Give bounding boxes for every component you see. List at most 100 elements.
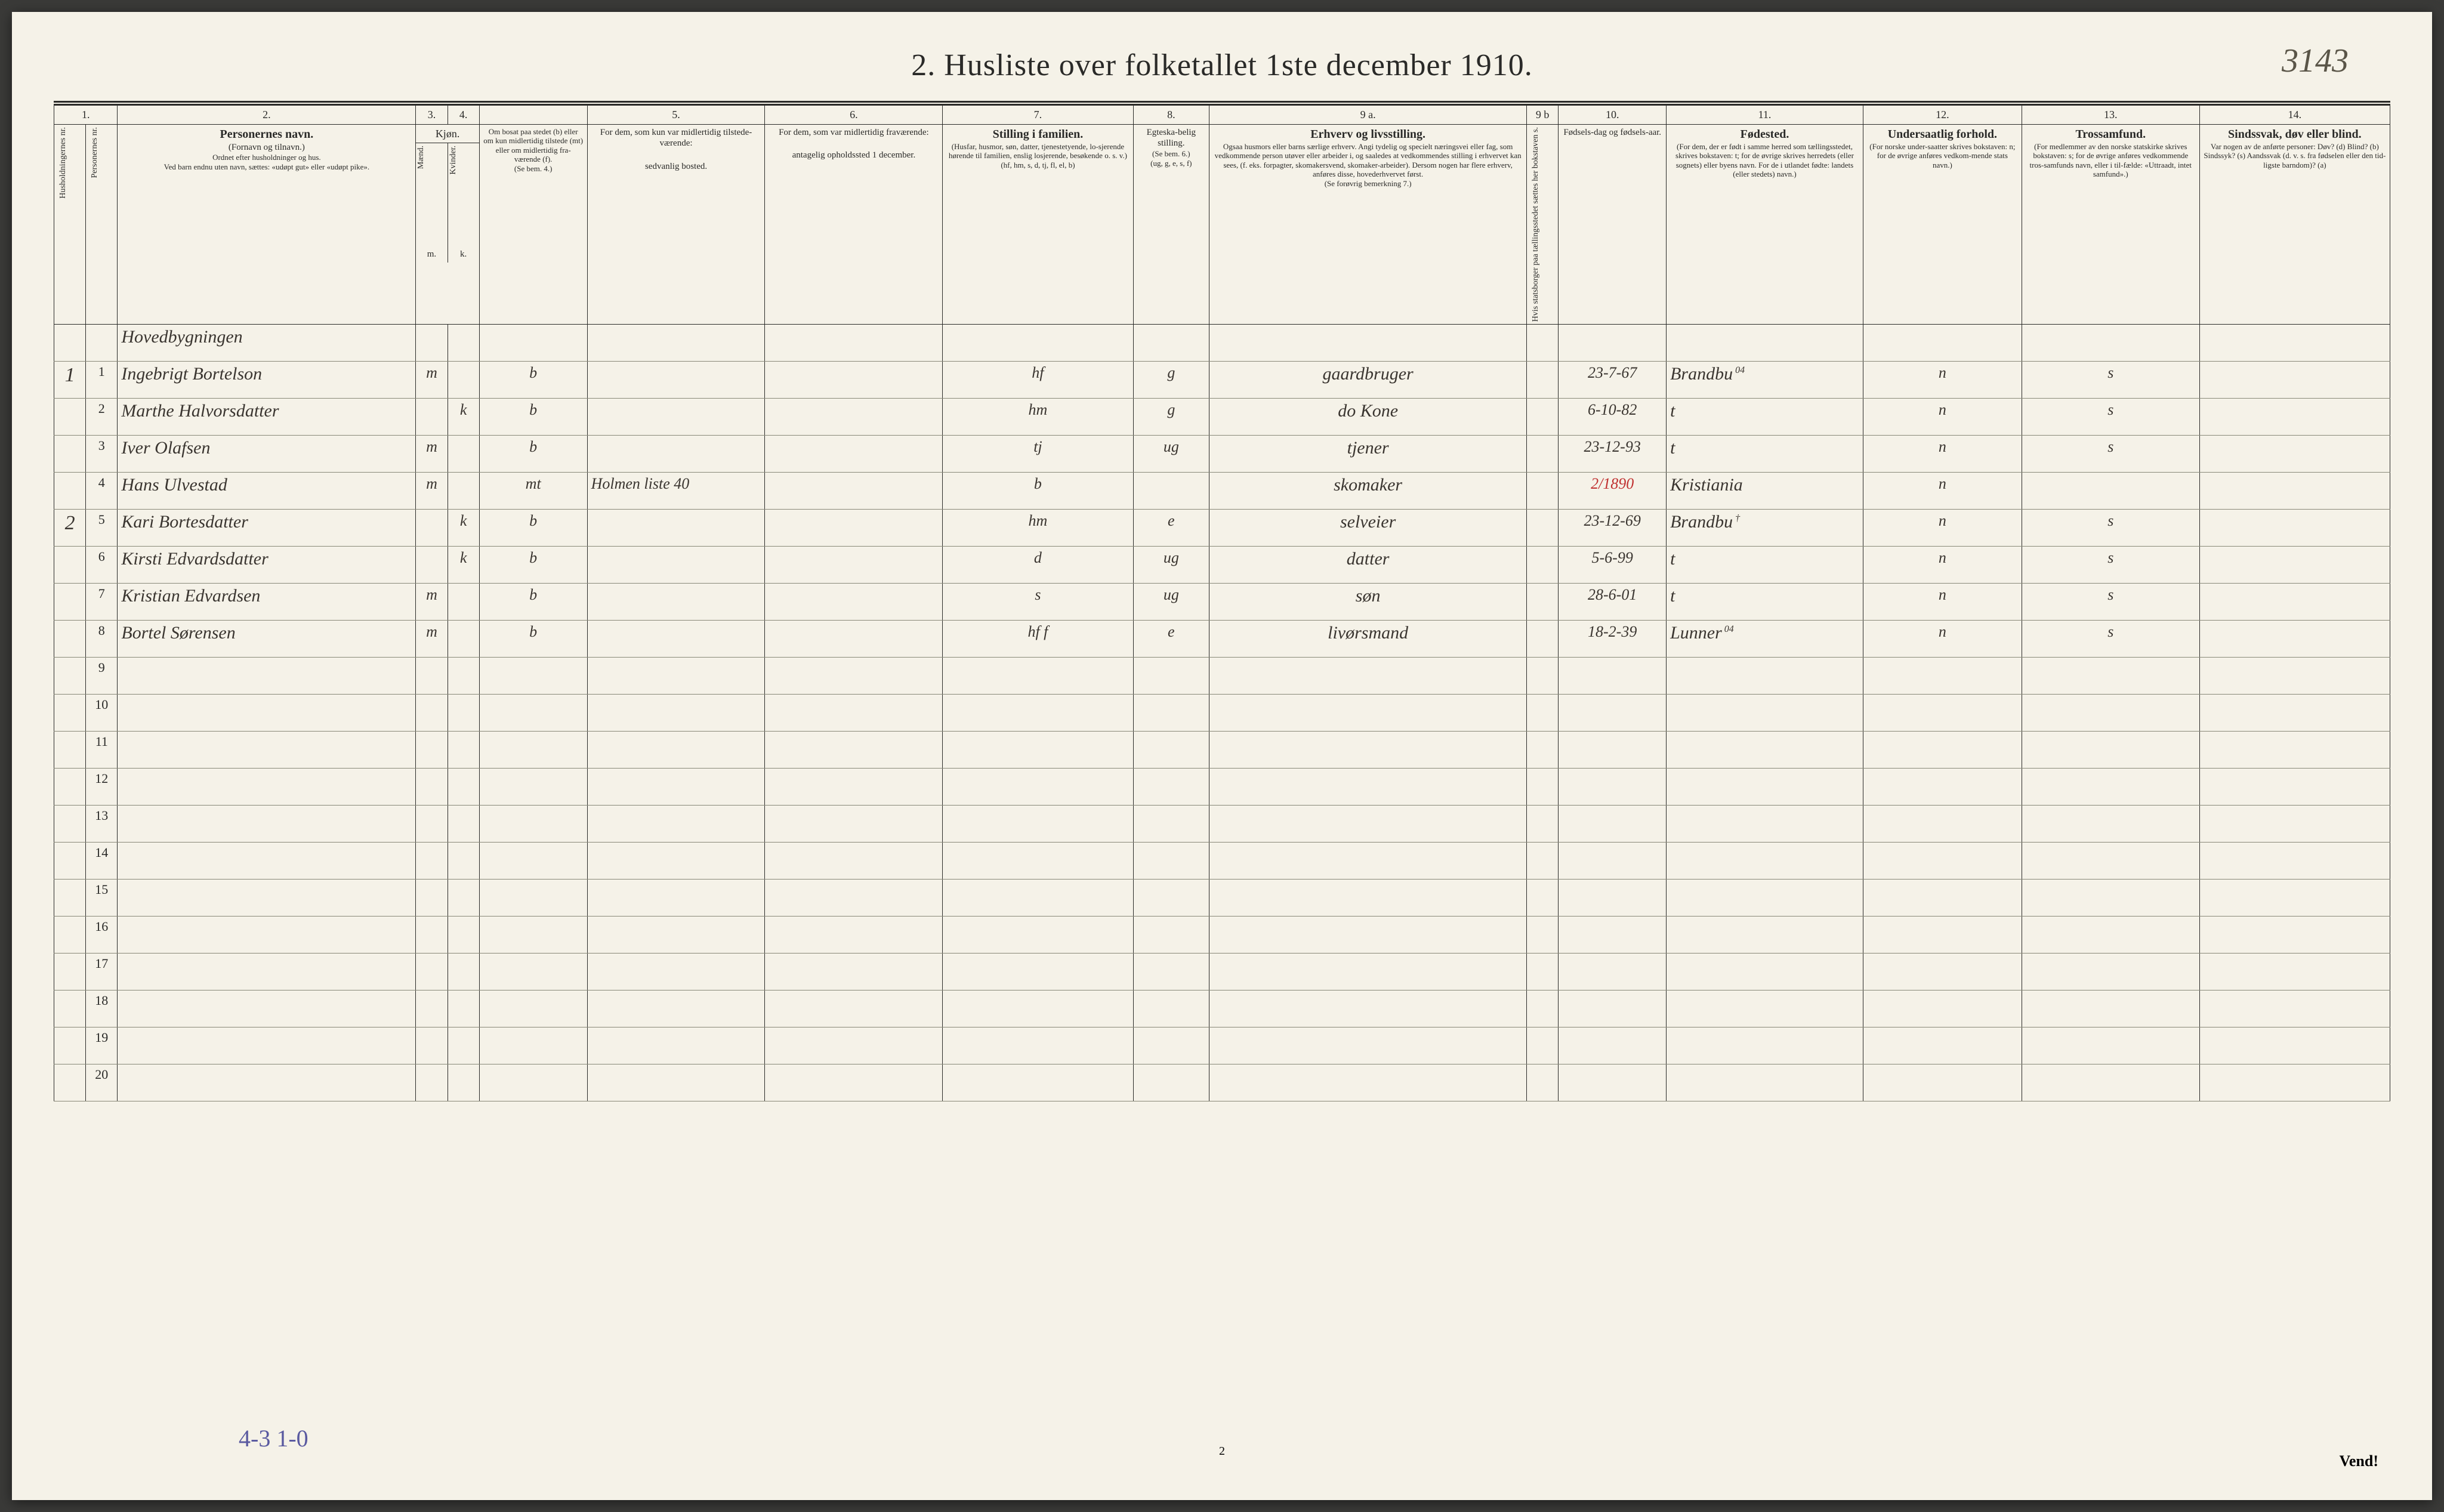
section-row: Hovedbygningen xyxy=(54,324,2390,361)
household-nr xyxy=(54,472,86,509)
temp-absent xyxy=(765,583,943,620)
birthplace: Kristiania xyxy=(1667,472,1863,509)
table-row: 7 Kristian Edvardsen m b s ug søn 28-6-0… xyxy=(54,583,2390,620)
person-nr: 13 xyxy=(86,805,118,842)
table-body: Hovedbygningen 1 1 Ingebrigt Bortelson m… xyxy=(54,324,2390,1101)
table-row: 16 xyxy=(54,916,2390,953)
temp-present xyxy=(587,509,765,546)
person-nr: 6 xyxy=(86,546,118,583)
religion: s xyxy=(2022,509,2199,546)
religion: s xyxy=(2022,398,2199,435)
birthplace: t xyxy=(1667,398,1863,435)
family-pos: b xyxy=(943,472,1133,509)
person-name: Hans Ulvestad xyxy=(118,472,416,509)
person-nr: 1 xyxy=(86,361,118,398)
colnum-2: 2. xyxy=(118,105,416,124)
household-nr xyxy=(54,546,86,583)
disability xyxy=(2199,620,2390,657)
colnum-5: 5. xyxy=(587,105,765,124)
person-name: Ingebrigt Bortelson xyxy=(118,361,416,398)
table-row: 15 xyxy=(54,879,2390,916)
residence: b xyxy=(479,546,587,583)
person-nr: 12 xyxy=(86,768,118,805)
corner-annotation: 3143 xyxy=(2282,42,2349,80)
colnum-9a: 9 a. xyxy=(1209,105,1527,124)
hdr-9b: Hvis statsborger paa tællingsstedet sætt… xyxy=(1527,124,1559,324)
person-nr: 17 xyxy=(86,953,118,990)
table-row: 8 Bortel Sørensen m b hf f e livørsmand … xyxy=(54,620,2390,657)
hdr-person-nr: Personernes nr. xyxy=(86,124,118,324)
occupation: do Kone xyxy=(1209,398,1527,435)
person-nr: 4 xyxy=(86,472,118,509)
residence: b xyxy=(479,509,587,546)
occupation: gaardbruger xyxy=(1209,361,1527,398)
residence: b xyxy=(479,435,587,472)
household-nr xyxy=(54,583,86,620)
household-nr: 1 xyxy=(54,361,86,398)
person-name: Kristian Edvardsen xyxy=(118,583,416,620)
nationality: n xyxy=(1863,546,2022,583)
col-9b xyxy=(1527,620,1559,657)
person-name: Marthe Halvorsdatter xyxy=(118,398,416,435)
residence: b xyxy=(479,583,587,620)
table-row: 10 xyxy=(54,694,2390,731)
sex-m: m xyxy=(416,435,448,472)
dob: 23-7-67 xyxy=(1559,361,1667,398)
table-row: 14 xyxy=(54,842,2390,879)
colnum-4: 4. xyxy=(448,105,479,124)
table-row: 9 xyxy=(54,657,2390,694)
col-9b xyxy=(1527,472,1559,509)
family-pos: tj xyxy=(943,435,1133,472)
marital xyxy=(1133,472,1209,509)
marital: ug xyxy=(1133,546,1209,583)
temp-present xyxy=(587,398,765,435)
person-nr: 5 xyxy=(86,509,118,546)
temp-present xyxy=(587,546,765,583)
person-nr: 20 xyxy=(86,1064,118,1101)
table-row: 12 xyxy=(54,768,2390,805)
family-pos: hf f xyxy=(943,620,1133,657)
marital: e xyxy=(1133,509,1209,546)
sex-m: m xyxy=(416,583,448,620)
marital: ug xyxy=(1133,583,1209,620)
sex-k: k xyxy=(448,509,479,546)
dob: 5-6-99 xyxy=(1559,546,1667,583)
census-page: 3143 2. Husliste over folketallet 1ste d… xyxy=(12,12,2432,1500)
hdr-residence: Om bosat paa stedet (b) eller om kun mid… xyxy=(479,124,587,324)
temp-absent xyxy=(765,361,943,398)
disability xyxy=(2199,435,2390,472)
person-name: Kirsti Edvardsdatter xyxy=(118,546,416,583)
sex-m xyxy=(416,509,448,546)
hdr-family-pos: Stilling i familien. (Husfar, husmor, sø… xyxy=(943,124,1133,324)
table-row: 19 xyxy=(54,1027,2390,1064)
col-9b xyxy=(1527,583,1559,620)
hdr-occupation: Erhverv og livsstilling. Ogsaa husmors e… xyxy=(1209,124,1527,324)
birthplace: Brandbu04 xyxy=(1667,361,1863,398)
nationality: n xyxy=(1863,435,2022,472)
person-nr: 11 xyxy=(86,731,118,768)
nationality: n xyxy=(1863,472,2022,509)
family-pos: s xyxy=(943,583,1133,620)
occupation: søn xyxy=(1209,583,1527,620)
sex-m: m xyxy=(416,620,448,657)
disability xyxy=(2199,361,2390,398)
temp-present xyxy=(587,620,765,657)
table-row: 2 Marthe Halvorsdatter k b hm g do Kone … xyxy=(54,398,2390,435)
section-label: Hovedbygningen xyxy=(118,324,416,361)
occupation: skomaker xyxy=(1209,472,1527,509)
person-nr: 19 xyxy=(86,1027,118,1064)
table-row: 2 5 Kari Bortesdatter k b hm e selveier … xyxy=(54,509,2390,546)
person-nr: 14 xyxy=(86,842,118,879)
colnum-8: 8. xyxy=(1133,105,1209,124)
temp-absent xyxy=(765,546,943,583)
sex-k xyxy=(448,361,479,398)
colnum-10: 10. xyxy=(1559,105,1667,124)
religion: s xyxy=(2022,361,2199,398)
table-row: 4 Hans Ulvestad m mt Holmen liste 40 b s… xyxy=(54,472,2390,509)
col-9b xyxy=(1527,546,1559,583)
sex-m: m xyxy=(416,361,448,398)
household-nr: 2 xyxy=(54,509,86,546)
temp-absent xyxy=(765,435,943,472)
sex-k: k xyxy=(448,398,479,435)
table-row: 13 xyxy=(54,805,2390,842)
